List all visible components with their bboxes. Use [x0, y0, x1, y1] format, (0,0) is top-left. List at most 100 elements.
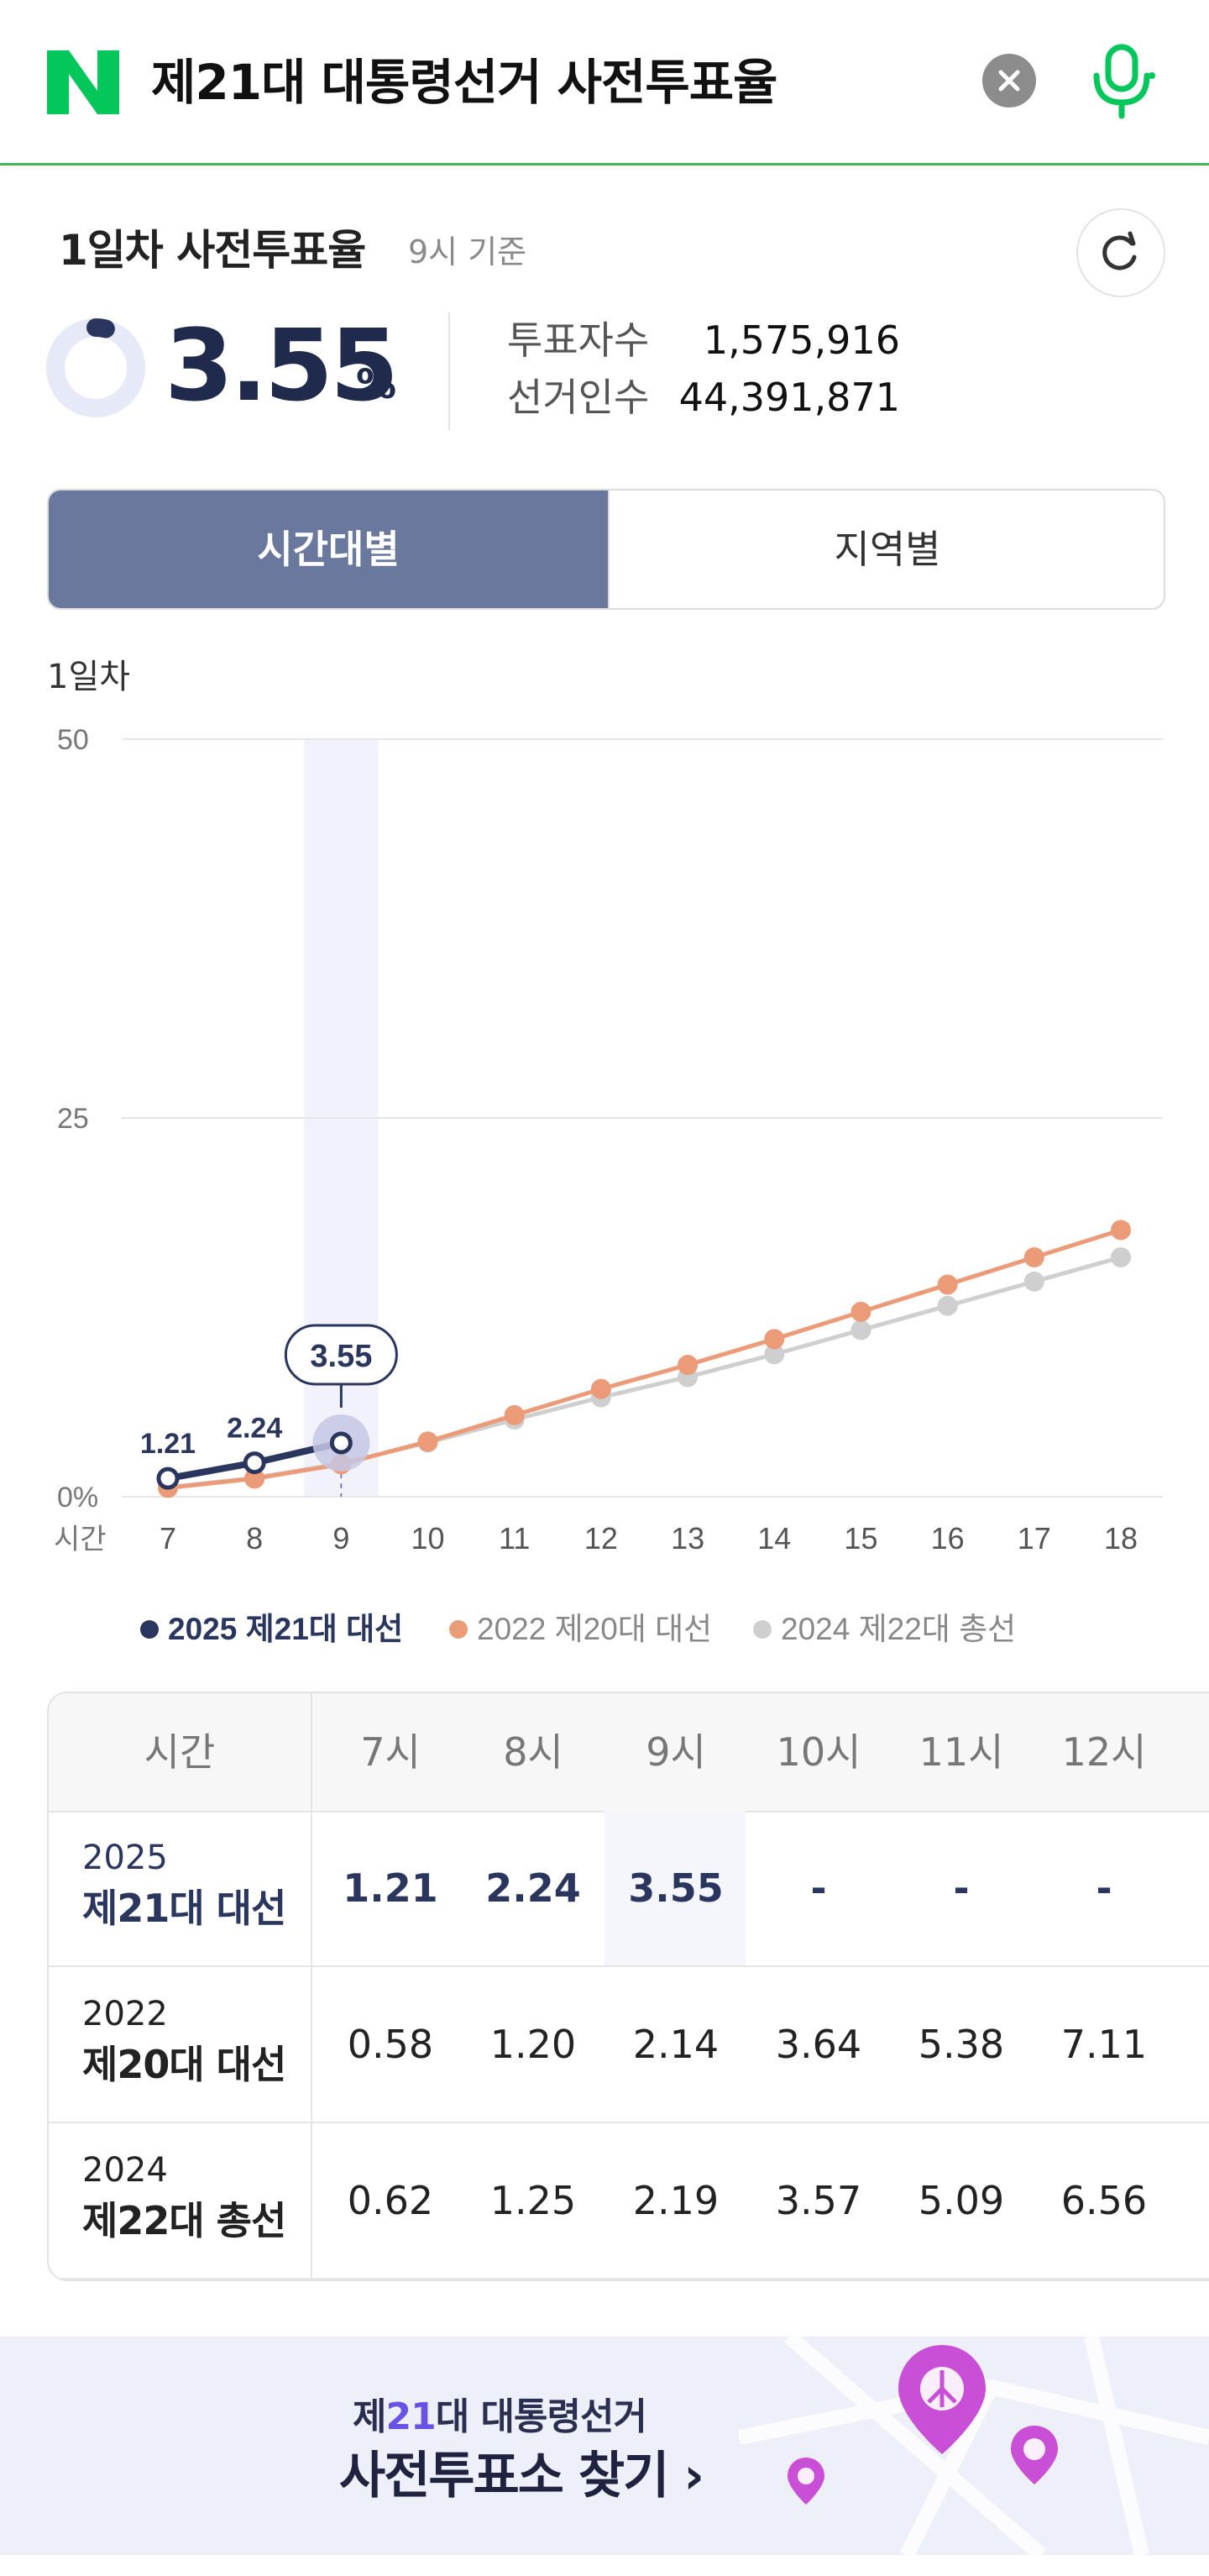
voters-value: 1,575,916 — [703, 317, 900, 363]
callout-value: 3.55 — [310, 1339, 372, 1374]
x-tick-label: 15 — [844, 1521, 877, 1556]
table-cell: 7.11 — [1060, 2022, 1148, 2067]
mic-icon[interactable] — [1088, 40, 1155, 121]
row-year: 2022 — [82, 1995, 168, 2033]
banner-election-title: 제21대 대통령선거 — [353, 2392, 647, 2442]
map-pin-icon — [1011, 2426, 1058, 2484]
x-tick-label: 13 — [671, 1521, 704, 1556]
x-tick-label: 7 — [160, 1521, 176, 1556]
table-cell: - — [953, 1865, 970, 1911]
banner-map-art — [739, 2337, 1209, 2555]
clear-search-button[interactable] — [982, 54, 1036, 108]
table-cell: 2.19 — [632, 2178, 720, 2223]
data-point — [244, 1468, 265, 1489]
x-tick-label: 17 — [1018, 1521, 1051, 1556]
data-point — [764, 1329, 785, 1350]
table-cell: 2.14 — [632, 2022, 720, 2067]
x-tick-label: 12 — [584, 1521, 618, 1556]
data-point — [329, 1431, 353, 1455]
table-cell: - — [1096, 1865, 1112, 1911]
data-point — [850, 1319, 871, 1340]
x-tick-label: 16 — [931, 1521, 965, 1556]
banner-number: 21 — [385, 2395, 436, 2438]
banner-find-polling-place-link[interactable]: 사전투표소 찾기 › — [339, 2442, 704, 2510]
data-point — [1111, 1246, 1131, 1267]
current-hour-highlight — [604, 1811, 746, 1965]
row-election-name: 제21대 대선 — [82, 1886, 286, 1931]
close-icon — [998, 70, 1020, 92]
row-year: 2024 — [82, 2151, 168, 2190]
legend-marker — [449, 1620, 468, 1639]
x-tick-label: 8 — [246, 1521, 263, 1556]
row-year: 2025 — [82, 1839, 168, 1877]
data-point — [850, 1301, 871, 1322]
table-corner-header: 시간 — [144, 1729, 216, 1775]
tab-by-region[interactable]: 지역별 — [608, 491, 1164, 608]
legend-marker — [753, 1620, 772, 1639]
electorate-label: 선거인수 — [507, 375, 650, 420]
legend-label: 2022 제20대 대선 — [477, 1612, 712, 1646]
table-header-cell: 10시 — [776, 1729, 861, 1775]
table-cell: 1.21 — [343, 1865, 438, 1911]
table-header-cell: 9시 — [646, 1729, 706, 1775]
table-cell: 3.57 — [775, 2178, 862, 2223]
row-label: 2024 제22대 총선 — [82, 2147, 309, 2248]
row-label: 2025 제21대 대선 — [82, 1834, 309, 1935]
y-tick-label: 25 — [57, 1103, 89, 1135]
turnout-table: 시간 7시 8시 9시 10시 11시 12시 2025 제21대 대선 1.2… — [47, 1692, 1209, 2281]
legend-label: 2025 제21대 대선 — [168, 1612, 403, 1646]
banner-link-text: 사전투표소 찾기 — [339, 2447, 669, 2505]
table-header-cell: 11시 — [919, 1729, 1004, 1775]
table-header-cell: 7시 — [360, 1729, 421, 1775]
turnout-title: 1일차 사전투표율 — [59, 226, 366, 275]
view-tabs: 시간대별 지역별 — [47, 489, 1165, 610]
data-label: 2.24 — [227, 1413, 282, 1445]
table-header-row: 시간 7시 8시 9시 10시 11시 12시 — [49, 1693, 1209, 1813]
data-point — [937, 1295, 958, 1316]
naver-logo-icon[interactable] — [47, 50, 119, 114]
turnout-rate: 3.55 — [165, 307, 399, 423]
turnout-donut — [46, 318, 145, 417]
electorate-value: 44,391,871 — [678, 375, 900, 420]
data-point — [504, 1404, 525, 1425]
y-tick-label: 50 — [57, 724, 89, 756]
data-point — [937, 1274, 958, 1295]
table-cell: 6.56 — [1060, 2178, 1148, 2223]
data-point — [590, 1378, 611, 1399]
table-cell: 1.25 — [489, 2178, 577, 2223]
tab-by-time[interactable]: 시간대별 — [49, 491, 608, 608]
column-divider — [311, 1693, 312, 2280]
data-point — [156, 1466, 180, 1490]
chevron-right-icon: › — [683, 2447, 704, 2505]
table-cell: 0.58 — [347, 2022, 434, 2067]
refresh-icon — [1102, 231, 1137, 270]
y-tick-label: 0% — [57, 1482, 98, 1514]
turnout-unit: % — [356, 361, 397, 408]
data-point — [1023, 1271, 1044, 1292]
row-label: 2022 제20대 대선 — [82, 1991, 309, 2091]
x-tick-label: 10 — [411, 1521, 445, 1556]
x-tick-label: 11 — [499, 1521, 530, 1556]
table-header-cell: 12시 — [1061, 1729, 1147, 1775]
table-cell: 2.24 — [485, 1865, 581, 1911]
data-point — [1111, 1220, 1131, 1241]
x-axis-label: 시간 — [54, 1524, 107, 1556]
turnout-line-chart: 50 25 0% 시간 7 8 9 10 11 12 13 14 15 16 17 18 1.21 2.24 3.5… — [54, 724, 1163, 1646]
data-point — [1023, 1246, 1044, 1267]
data-point — [417, 1431, 438, 1452]
data-point — [678, 1355, 699, 1376]
refresh-button[interactable] — [1076, 208, 1165, 297]
x-tick-label: 18 — [1104, 1521, 1138, 1556]
banner-suffix: 대 대통령선거 — [435, 2395, 647, 2438]
voters-label: 투표자수 — [507, 317, 650, 363]
table-row-2025: 2025 제21대 대선 1.21 2.24 3.55 - - - — [49, 1811, 1209, 1967]
table-row-2022: 2022 제20대 대선 0.58 1.20 2.14 3.64 5.38 7.… — [49, 1967, 1209, 2123]
map-pin-icon — [898, 2345, 986, 2454]
row-election-name: 제20대 대선 — [82, 2042, 286, 2087]
table-header-cell: 8시 — [503, 1729, 563, 1775]
table-cell: 5.09 — [918, 2178, 1005, 2223]
map-pin-icon — [788, 2458, 824, 2505]
search-query[interactable]: 제21대 대통령선거 사전투표율 — [151, 54, 777, 111]
data-point — [243, 1451, 266, 1475]
chart-day-label: 1일차 — [47, 658, 131, 696]
